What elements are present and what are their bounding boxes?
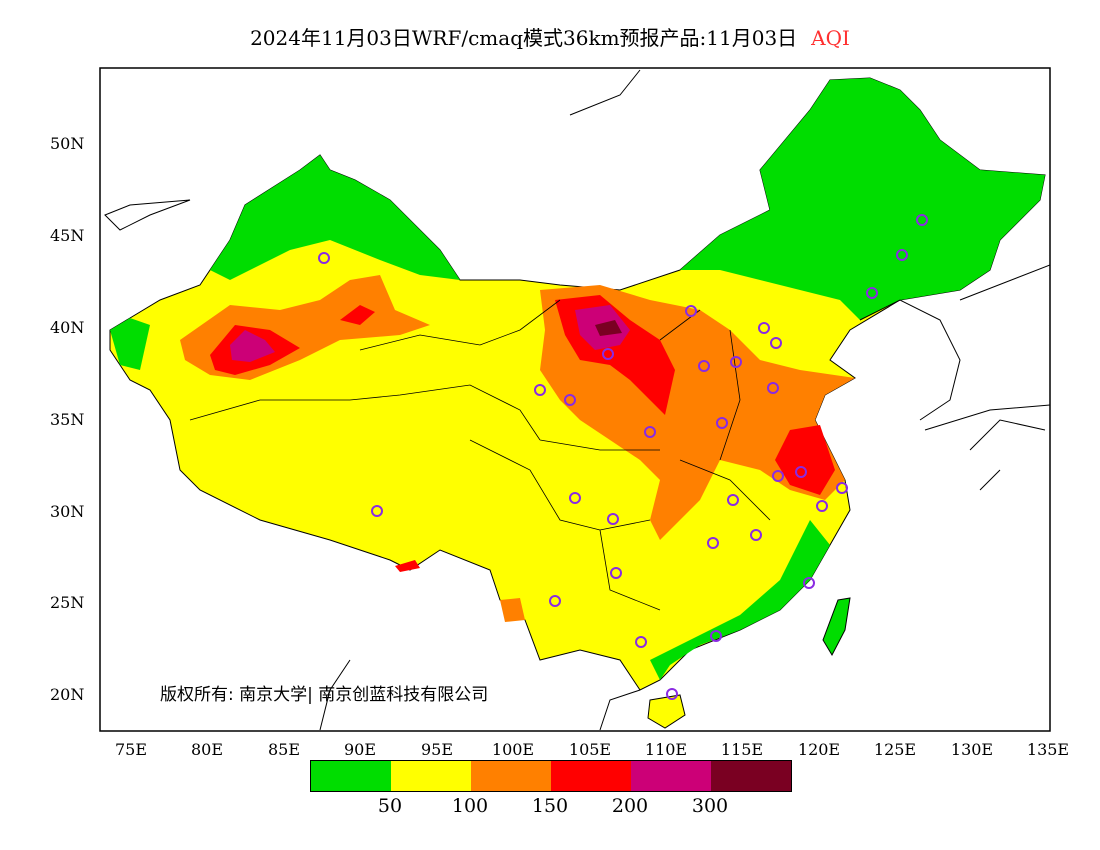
- legend-swatch: [311, 761, 391, 791]
- legend-label: 200: [611, 795, 649, 817]
- legend-label: 300: [691, 795, 729, 817]
- red-yunnan-border: [395, 560, 420, 572]
- legend-swatch: [711, 761, 791, 791]
- lat-tick: 40N: [50, 318, 85, 337]
- taiwan-region: [822, 597, 851, 657]
- green-northeast: [680, 78, 1045, 320]
- lat-tick: 25N: [50, 593, 85, 612]
- color-legend: [310, 760, 792, 792]
- lon-tick: 110E: [644, 740, 688, 759]
- lon-tick: 80E: [190, 740, 224, 759]
- lon-tick: 125E: [873, 740, 917, 759]
- lon-tick: 90E: [343, 740, 377, 759]
- legend-label: 150: [531, 795, 569, 817]
- map-frame: [99, 67, 1051, 732]
- lon-tick: 85E: [267, 740, 301, 759]
- lon-tick: 130E: [950, 740, 994, 759]
- lon-tick: 100E: [491, 740, 535, 759]
- legend-label: 100: [451, 795, 489, 817]
- legend-swatch: [631, 761, 711, 791]
- lat-tick: 20N: [50, 685, 85, 704]
- lon-tick: 75E: [114, 740, 148, 759]
- lat-tick: 30N: [50, 502, 85, 521]
- lon-tick: 120E: [797, 740, 841, 759]
- variable-label: AQI: [811, 26, 850, 50]
- map-title: 2024年11月03日WRF/cmaq模式36km预报产品:11月03日 AQI: [0, 22, 1100, 51]
- lon-tick: 105E: [568, 740, 612, 759]
- legend-swatch: [551, 761, 631, 791]
- lon-tick: 115E: [720, 740, 764, 759]
- red-jiangsu: [775, 425, 835, 495]
- purple-xinjiang: [230, 330, 275, 362]
- coastline: [104, 69, 1050, 731]
- lon-tick: 95E: [420, 740, 454, 759]
- red-xinjiang2: [340, 305, 375, 325]
- lat-tick: 45N: [50, 226, 85, 245]
- legend-swatch: [391, 761, 471, 791]
- legend-label: 50: [377, 795, 403, 817]
- legend-swatch: [471, 761, 551, 791]
- lon-tick: 135E: [1026, 740, 1070, 759]
- orange-guangxi: [500, 598, 525, 622]
- green-west: [110, 318, 150, 370]
- province-borders: [189, 299, 771, 611]
- darkred-north-china: [595, 320, 622, 336]
- hainan-region: [647, 694, 686, 729]
- title-text: 2024年11月03日WRF/cmaq模式36km预报产品:11月03日: [250, 26, 798, 50]
- copyright-text: 版权所有: 南京大学| 南京创蓝科技有限公司: [160, 685, 489, 705]
- green-xinjiang-north: [210, 155, 460, 280]
- lat-tick: 35N: [50, 410, 85, 429]
- lat-tick: 50N: [50, 134, 85, 153]
- city-markers: [318, 214, 928, 700]
- green-southeast: [650, 520, 830, 680]
